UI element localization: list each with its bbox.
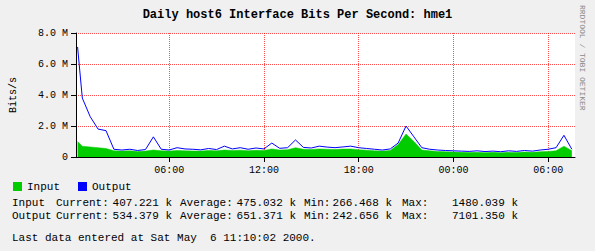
svg-text:407.221 k: 407.221 k xyxy=(113,197,173,209)
svg-text:4.0 M: 4.0 M xyxy=(38,90,68,101)
svg-text:Daily host6 Interface Bits Per: Daily host6 Interface Bits Per Second: h… xyxy=(143,8,453,22)
svg-text:Average:: Average: xyxy=(180,197,233,209)
svg-text:12:00: 12:00 xyxy=(249,165,279,176)
svg-text:266.468 k: 266.468 k xyxy=(333,197,393,209)
svg-text:651.371 k: 651.371 k xyxy=(237,210,297,222)
svg-text:06:00: 06:00 xyxy=(154,165,184,176)
svg-text:Output: Output xyxy=(92,181,132,193)
svg-text:Max:: Max: xyxy=(402,210,428,222)
svg-text:Last data entered at Sat May: Last data entered at Sat May 6 11:10:02 … xyxy=(12,232,316,244)
svg-text:534.379 k: 534.379 k xyxy=(113,210,173,222)
svg-text:Min:: Min: xyxy=(304,197,330,209)
svg-text:1480.039 k: 1480.039 k xyxy=(452,197,518,209)
svg-text:Input: Input xyxy=(12,197,45,209)
svg-text:00:00: 00:00 xyxy=(438,165,468,176)
svg-text:Output: Output xyxy=(12,210,52,222)
svg-text:Min:: Min: xyxy=(304,210,330,222)
svg-text:2.0 M: 2.0 M xyxy=(38,121,68,132)
svg-text:Current:: Current: xyxy=(56,197,109,209)
svg-text:RRDTOOL / TOBI OETIKER: RRDTOOL / TOBI OETIKER xyxy=(578,5,587,111)
svg-text:Max:: Max: xyxy=(402,197,428,209)
svg-text:Input: Input xyxy=(27,181,60,193)
svg-text:6.0 M: 6.0 M xyxy=(38,59,68,70)
svg-text:8.0 M: 8.0 M xyxy=(38,28,68,39)
svg-text:0: 0 xyxy=(62,152,68,163)
svg-text:Current:: Current: xyxy=(56,210,109,222)
svg-text:Bits/s: Bits/s xyxy=(8,77,19,113)
svg-text:7101.350 k: 7101.350 k xyxy=(452,210,518,222)
svg-text:18:00: 18:00 xyxy=(344,165,374,176)
svg-text:242.656 k: 242.656 k xyxy=(333,210,393,222)
svg-text:06:00: 06:00 xyxy=(533,165,563,176)
svg-text:475.032 k: 475.032 k xyxy=(237,197,297,209)
svg-text:Average:: Average: xyxy=(180,210,233,222)
